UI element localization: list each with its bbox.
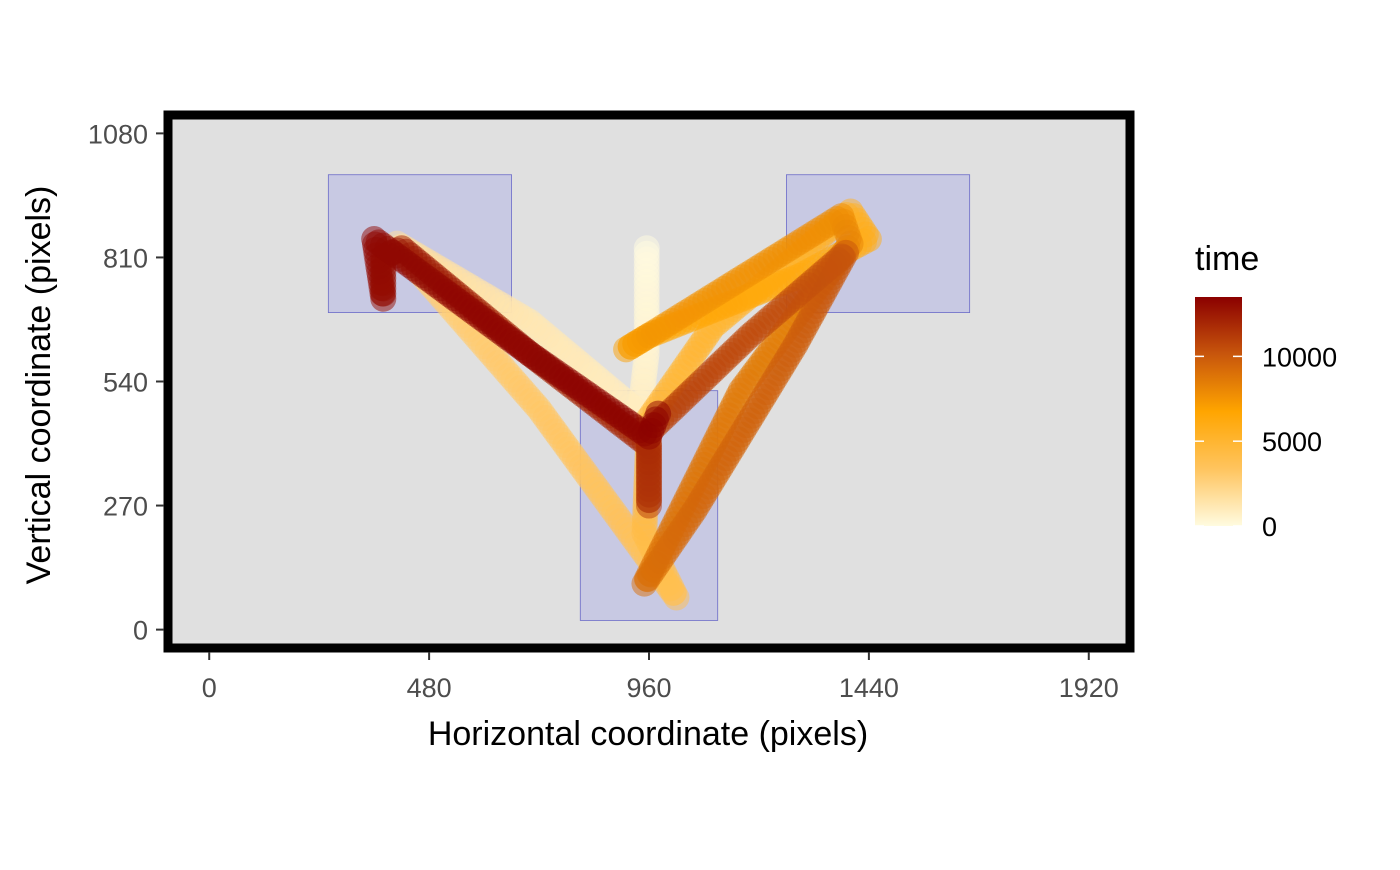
x-tick-label: 0 — [202, 673, 217, 703]
x-tick-label: 960 — [626, 673, 671, 703]
y-tick-label: 0 — [133, 616, 148, 646]
panel-border — [163, 110, 1135, 653]
y-tick-label: 540 — [103, 368, 148, 398]
y-tick-label: 1080 — [88, 119, 148, 149]
gaze-points — [361, 198, 882, 611]
y-tick-label: 270 — [103, 492, 148, 522]
axes: 0 480 960 1440 1920 0 270 540 810 1080 — [88, 119, 1119, 703]
legend-label: 0 — [1262, 512, 1277, 542]
x-tick-label: 1920 — [1059, 673, 1119, 703]
legend-colorbar — [1195, 297, 1242, 526]
gaze-point — [645, 400, 672, 427]
legend-title: time — [1195, 240, 1259, 278]
x-tick-label: 480 — [407, 673, 452, 703]
legend-label: 10000 — [1262, 342, 1337, 372]
y-tick-label: 810 — [103, 243, 148, 273]
legend-label: 5000 — [1262, 427, 1322, 457]
panel-frame-layer — [163, 110, 1135, 653]
x-axis-title: Horizontal coordinate (pixels) — [428, 715, 868, 753]
y-axis-title: Vertical coordinate (pixels) — [20, 186, 58, 585]
color-legend: time 0 5000 10000 — [1195, 240, 1337, 542]
x-tick-label: 1440 — [839, 673, 899, 703]
